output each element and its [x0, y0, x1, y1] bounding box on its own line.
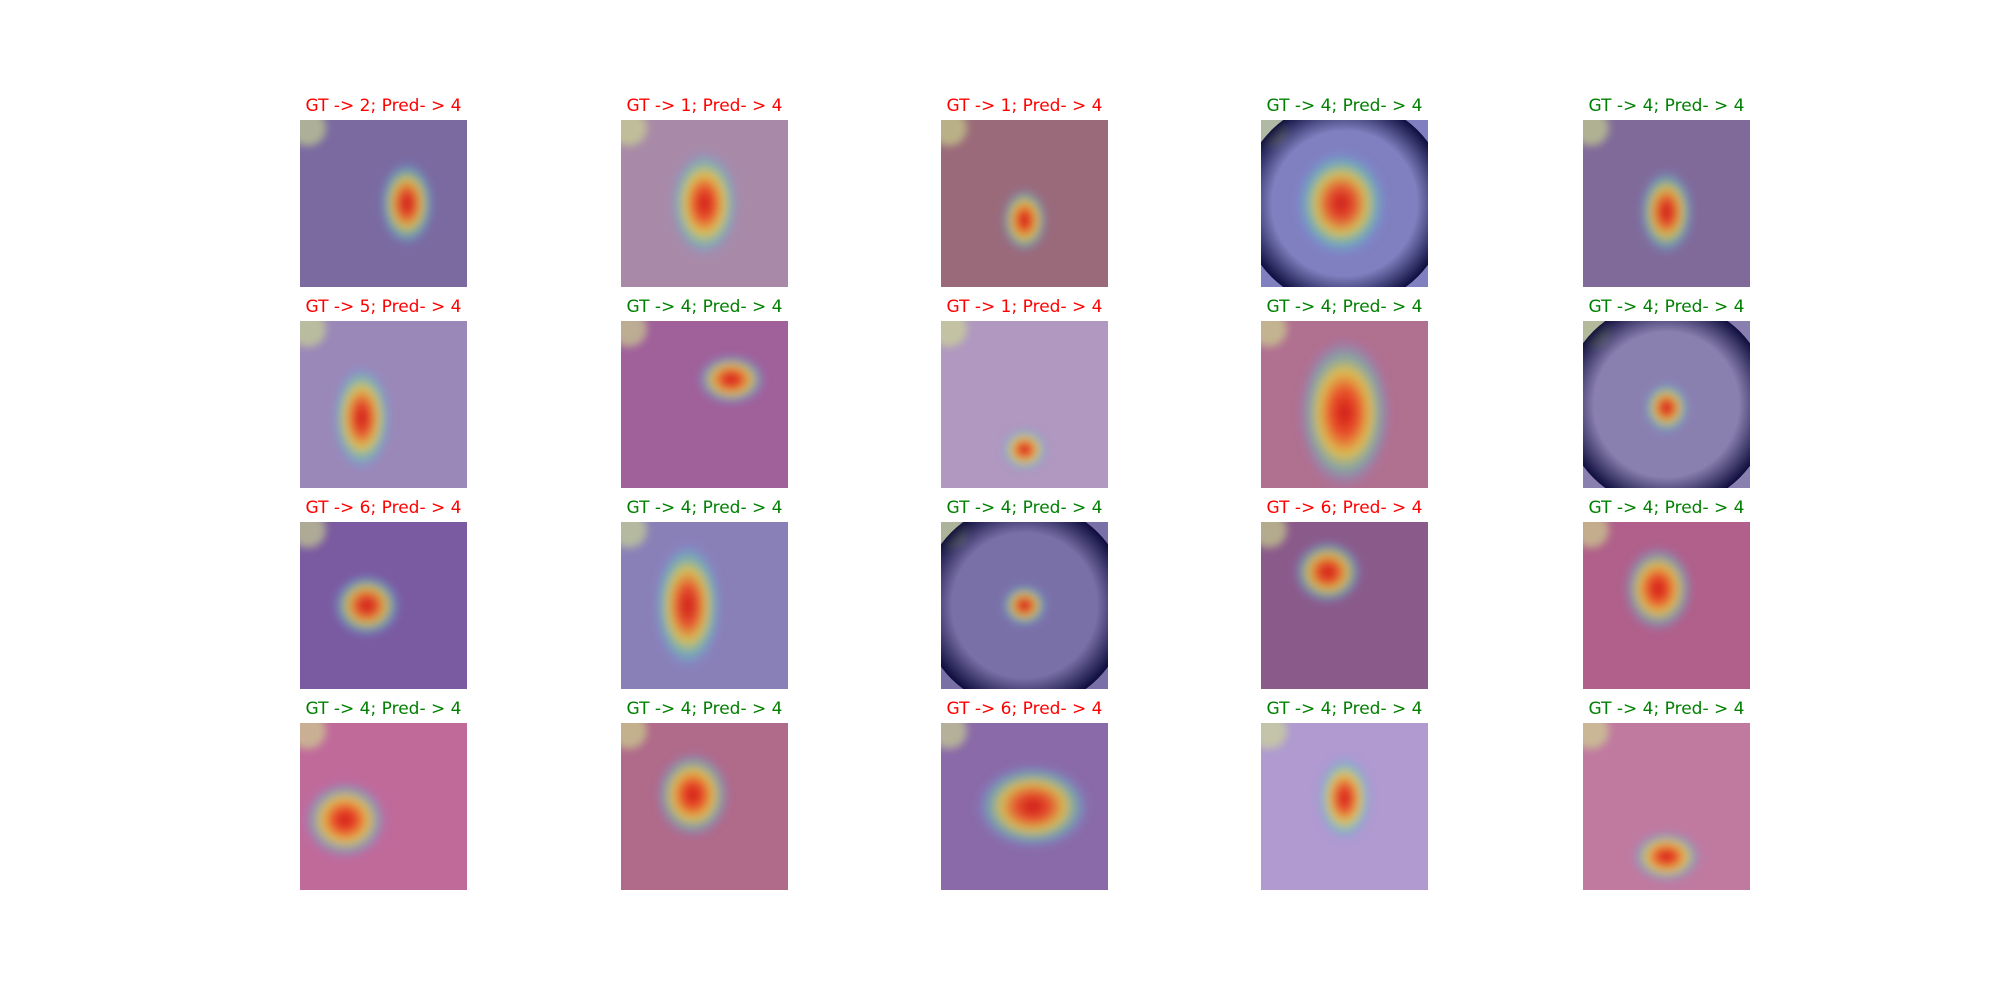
heatmap-image	[300, 723, 467, 890]
corner-spot	[300, 120, 326, 146]
heatmap-image	[300, 120, 467, 287]
panel-title: GT -> 4; Pred- > 4	[1589, 96, 1745, 116]
panel: GT -> 5; Pred- > 4	[300, 297, 467, 488]
panel: GT -> 4; Pred- > 4	[621, 297, 788, 488]
panel: GT -> 4; Pred- > 4	[621, 699, 788, 890]
corner-spot	[1583, 120, 1609, 146]
heatmap-image	[1261, 723, 1428, 890]
panel-title: GT -> 6; Pred- > 4	[1267, 498, 1423, 518]
panel-title: GT -> 4; Pred- > 4	[1589, 699, 1745, 719]
heat-blob	[1316, 754, 1373, 842]
panel-title: GT -> 4; Pred- > 4	[627, 699, 783, 719]
heat-blob	[1643, 381, 1690, 434]
panel: GT -> 6; Pred- > 4	[300, 498, 467, 689]
panel: GT -> 2; Pred- > 4	[300, 96, 467, 287]
heatmap-image	[1583, 723, 1750, 890]
panel-title: GT -> 2; Pred- > 4	[306, 96, 462, 116]
panel-title: GT -> 1; Pred- > 4	[947, 297, 1103, 317]
corner-spot	[621, 723, 647, 749]
corner-spot	[941, 321, 967, 347]
heatmap-image	[300, 321, 467, 488]
corner-spot	[621, 321, 647, 347]
heat-blob	[1292, 539, 1363, 605]
panel: GT -> 6; Pred- > 4	[941, 699, 1108, 890]
heat-blob	[378, 160, 435, 247]
panel-title: GT -> 4; Pred- > 4	[627, 297, 783, 317]
panel: GT -> 4; Pred- > 4	[1261, 297, 1428, 488]
heat-blob	[331, 363, 393, 473]
panel-title: GT -> 4; Pred- > 4	[1267, 297, 1423, 317]
heatmap-image	[300, 522, 467, 689]
image-base	[621, 321, 788, 488]
panel: GT -> 4; Pred- > 4	[1583, 699, 1750, 890]
panel-title: GT -> 5; Pred- > 4	[306, 297, 462, 317]
heatmap-image	[621, 120, 788, 287]
heat-blob	[669, 149, 740, 258]
heat-blob	[974, 763, 1092, 850]
panel-title: GT -> 4; Pred- > 4	[1267, 96, 1423, 116]
corner-spot	[300, 723, 326, 749]
heatmap-image	[1261, 522, 1428, 689]
heatmap-image	[621, 723, 788, 890]
heat-blob	[696, 353, 767, 406]
heat-blob	[1638, 168, 1695, 256]
heat-blob	[655, 751, 731, 839]
heat-blob	[1297, 336, 1392, 488]
heat-blob	[652, 540, 723, 671]
heat-blob	[303, 780, 388, 859]
heat-blob	[1001, 427, 1048, 472]
panel-title: GT -> 4; Pred- > 4	[1589, 297, 1745, 317]
corner-spot	[1261, 723, 1287, 749]
panel: GT -> 1; Pred- > 4	[941, 297, 1108, 488]
heat-blob	[1631, 830, 1702, 883]
corner-spot	[621, 522, 647, 548]
corner-spot	[1583, 522, 1609, 548]
corner-spot	[621, 120, 647, 146]
corner-spot	[300, 522, 326, 548]
heatmap-image	[1261, 321, 1428, 488]
panel-title: GT -> 4; Pred- > 4	[627, 498, 783, 518]
panel-title: GT -> 6; Pred- > 4	[947, 699, 1103, 719]
heatmap-image	[1583, 120, 1750, 287]
panel-title: GT -> 6; Pred- > 4	[306, 498, 462, 518]
corner-spot	[1583, 723, 1609, 749]
panel: GT -> 4; Pred- > 4	[1261, 699, 1428, 890]
heatmap-image	[621, 522, 788, 689]
heatmap-image	[941, 321, 1108, 488]
panel: GT -> 4; Pred- > 4	[1583, 96, 1750, 287]
panel-title: GT -> 4; Pred- > 4	[1589, 498, 1745, 518]
heat-blob	[331, 572, 402, 639]
heatmap-image	[941, 120, 1108, 287]
panel: GT -> 4; Pred- > 4	[1583, 297, 1750, 488]
heat-blob	[1623, 545, 1694, 633]
heatmap-image	[621, 321, 788, 488]
heatmap-image	[941, 522, 1108, 689]
panel-title: GT -> 4; Pred- > 4	[947, 498, 1103, 518]
corner-spot	[941, 723, 967, 749]
panel: GT -> 4; Pred- > 4	[1583, 498, 1750, 689]
heatmap-image	[1261, 120, 1428, 287]
heatmap-image	[1583, 522, 1750, 689]
panel-title: GT -> 1; Pred- > 4	[627, 96, 783, 116]
corner-spot	[1261, 321, 1287, 347]
panel: GT -> 1; Pred- > 4	[941, 96, 1108, 287]
panel: GT -> 6; Pred- > 4	[1261, 498, 1428, 689]
corner-spot	[300, 321, 326, 347]
heat-blob	[1294, 149, 1388, 258]
panel: GT -> 4; Pred- > 4	[300, 699, 467, 890]
corner-spot	[941, 120, 967, 146]
panel: GT -> 4; Pred- > 4	[1261, 96, 1428, 287]
panel-title: GT -> 1; Pred- > 4	[947, 96, 1103, 116]
panel: GT -> 1; Pred- > 4	[621, 96, 788, 287]
panel-title: GT -> 4; Pred- > 4	[306, 699, 462, 719]
panel-title: GT -> 4; Pred- > 4	[1267, 699, 1423, 719]
heatmap-image	[1583, 321, 1750, 488]
heat-blob	[1001, 583, 1048, 628]
heat-blob	[1001, 187, 1048, 253]
corner-spot	[1261, 522, 1287, 548]
panel: GT -> 4; Pred- > 4	[621, 498, 788, 689]
panel: GT -> 4; Pred- > 4	[941, 498, 1108, 689]
heatmap-image	[941, 723, 1108, 890]
